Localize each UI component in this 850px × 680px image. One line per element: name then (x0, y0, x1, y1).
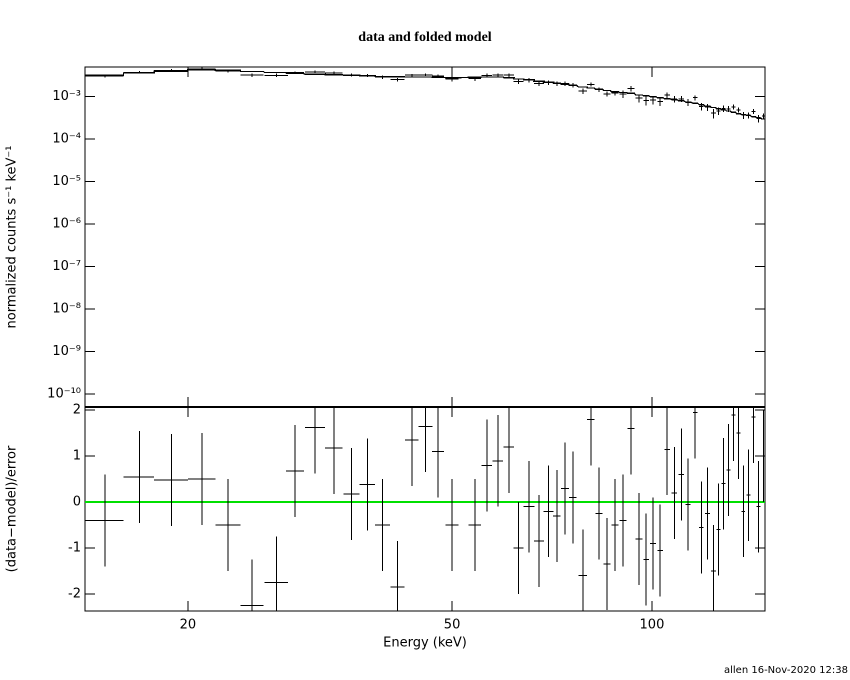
chart-title: data and folded model (358, 30, 492, 45)
y-axis-label: normalized counts s⁻¹ keV⁻¹ (5, 146, 20, 329)
y-tick-label: 10⁻⁹ (52, 344, 81, 359)
y-tick-label: 10⁻³ (52, 89, 81, 104)
x-tick-label: 20 (180, 618, 197, 633)
y-axis-label: (data−model)/error (5, 445, 20, 572)
data-layer (85, 407, 765, 611)
y-tick-label: -1 (68, 541, 81, 556)
y-tick-label: 10⁻⁶ (52, 217, 81, 232)
data-layer (85, 67, 765, 123)
y-tick-label: 0 (73, 495, 81, 510)
y-tick-label: 10⁻⁸ (52, 302, 81, 317)
y-tick-label: 10⁻⁷ (52, 259, 81, 274)
model-line (85, 69, 765, 120)
y-tick-label: 10⁻⁴ (52, 132, 81, 147)
y-tick-label: 1 (73, 449, 81, 464)
y-tick-label: 10⁻¹⁰ (47, 387, 81, 402)
y-tick-label: 2 (73, 403, 81, 418)
x-axis-label: Energy (keV) (383, 636, 467, 651)
y-tick-label: 10⁻⁵ (52, 174, 81, 189)
y-tick-label: -2 (68, 587, 81, 602)
plot-frame (84, 66, 766, 408)
footer: allen 16-Nov-2020 12:38 (724, 665, 848, 676)
x-tick-label: 50 (444, 618, 461, 633)
plot-frame (84, 406, 766, 612)
x-tick-label: 100 (640, 618, 665, 633)
